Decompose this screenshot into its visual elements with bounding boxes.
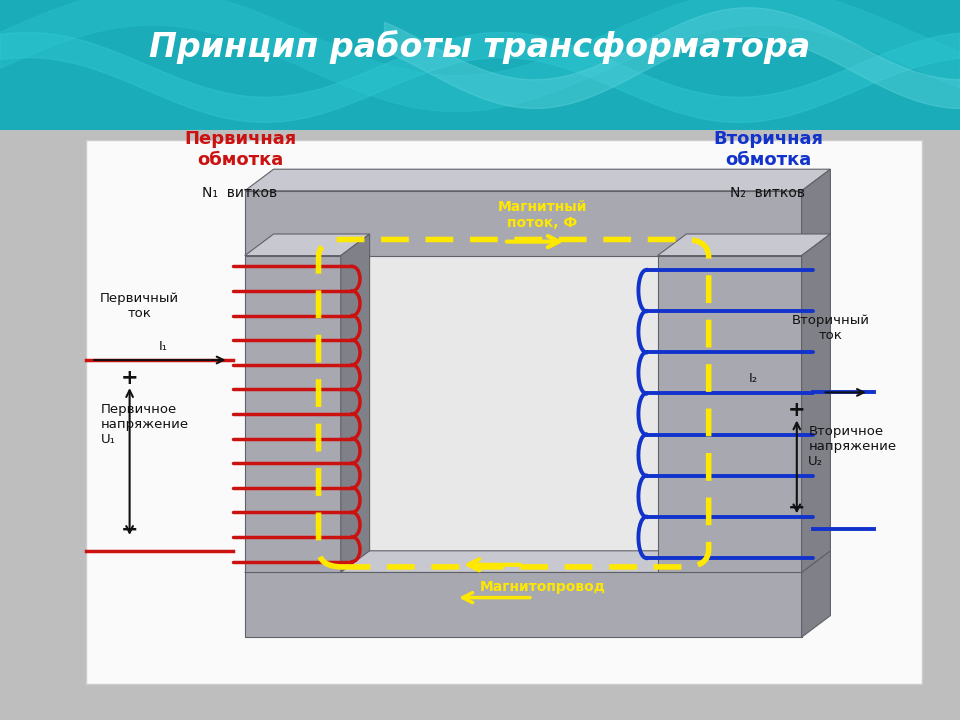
Text: −: − bbox=[788, 498, 805, 518]
Polygon shape bbox=[802, 234, 830, 572]
Text: Вторичное
напряжение
U₂: Вторичное напряжение U₂ bbox=[808, 425, 897, 468]
Polygon shape bbox=[658, 256, 802, 572]
Text: N₁  витков: N₁ витков bbox=[203, 186, 277, 200]
Polygon shape bbox=[245, 169, 830, 191]
Bar bbox=[0, 130, 960, 720]
Polygon shape bbox=[245, 572, 802, 637]
Polygon shape bbox=[245, 191, 802, 256]
Text: Магнитопровод: Магнитопровод bbox=[479, 580, 606, 594]
Text: +: + bbox=[788, 400, 805, 420]
Text: I₂: I₂ bbox=[749, 372, 758, 385]
Polygon shape bbox=[658, 234, 830, 256]
Polygon shape bbox=[802, 551, 830, 637]
Text: Магнитный
поток, Ф: Магнитный поток, Ф bbox=[497, 200, 588, 230]
Text: Первичный
ток: Первичный ток bbox=[100, 292, 179, 320]
Polygon shape bbox=[245, 551, 830, 572]
Polygon shape bbox=[802, 169, 830, 256]
Bar bbox=[86, 140, 922, 684]
Polygon shape bbox=[245, 256, 341, 572]
Text: Первичное
напряжение
U₁: Первичное напряжение U₁ bbox=[101, 403, 189, 446]
Polygon shape bbox=[341, 234, 370, 572]
Polygon shape bbox=[245, 234, 370, 256]
Text: Принцип работы трансформатора: Принцип работы трансформатора bbox=[150, 30, 810, 64]
Text: Вторичная
обмотка: Вторичная обмотка bbox=[713, 130, 823, 169]
Text: Вторичный
ток: Вторичный ток bbox=[791, 314, 870, 342]
Text: N₂  витков: N₂ витков bbox=[731, 186, 805, 200]
Bar bbox=[0, 0, 960, 130]
Text: Первичная
обмотка: Первичная обмотка bbox=[184, 130, 296, 169]
Text: I₁: I₁ bbox=[158, 340, 168, 353]
Text: −: − bbox=[121, 519, 138, 539]
FancyBboxPatch shape bbox=[333, 250, 665, 578]
Text: +: + bbox=[121, 368, 138, 388]
